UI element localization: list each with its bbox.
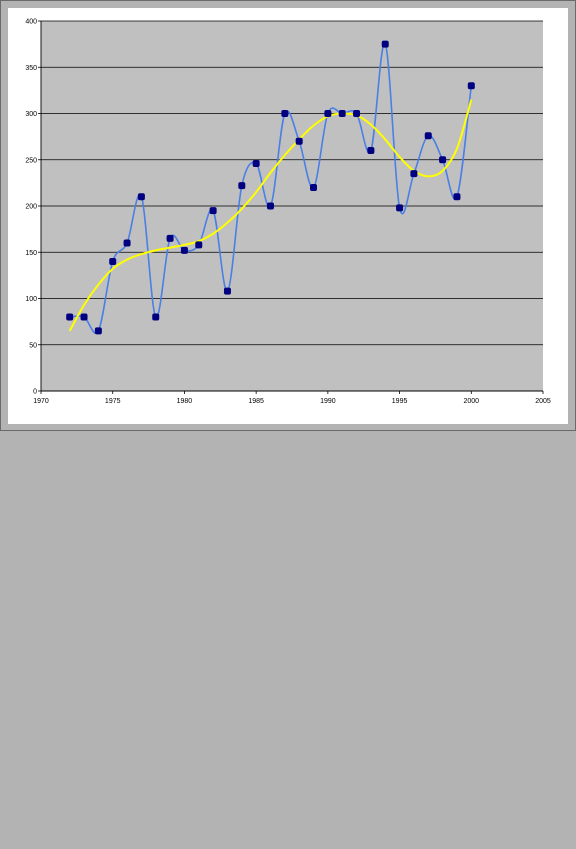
data-point-1994 bbox=[381, 40, 389, 48]
data-point-1982 bbox=[209, 207, 217, 215]
y-tick-label-50: 50 bbox=[29, 342, 37, 349]
data-point-1984 bbox=[238, 182, 246, 190]
data-point-1973 bbox=[80, 313, 88, 321]
y-tick-label-350: 350 bbox=[25, 65, 37, 72]
data-point-1990 bbox=[324, 110, 332, 117]
chart-frame: 0 50 100 150 200 250 300 350 400 1970 1975 1980 1985… bbox=[0, 0, 576, 431]
chart-panel: 0 50 100 150 200 250 300 350 400 1970 1975 1980 1985… bbox=[8, 8, 568, 424]
data-point-1974 bbox=[94, 327, 102, 335]
x-tick-label-1990: 1990 bbox=[320, 398, 336, 405]
data-point-1988 bbox=[295, 137, 303, 145]
data-point-1980 bbox=[180, 246, 188, 254]
y-tick-label-150: 150 bbox=[25, 250, 37, 257]
data-point-1978 bbox=[152, 313, 160, 321]
x-tick-label-1985: 1985 bbox=[248, 398, 264, 405]
axes: 0 50 100 150 200 250 300 350 400 1970 1975 1980 1985… bbox=[25, 19, 551, 406]
data-point-1999 bbox=[453, 193, 461, 201]
line-chart: 0 50 100 150 200 250 300 350 400 1970 1975 1980 1985… bbox=[25, 19, 551, 406]
data-point-1976 bbox=[123, 239, 131, 247]
data-point-1995 bbox=[396, 204, 404, 212]
y-tick-label-400: 400 bbox=[25, 19, 37, 26]
y-tick-label-100: 100 bbox=[25, 296, 37, 303]
trendline bbox=[68, 99, 473, 332]
x-tick-label-1975: 1975 bbox=[105, 398, 121, 405]
markers bbox=[66, 40, 475, 335]
x-tick-label-2000: 2000 bbox=[463, 398, 479, 405]
x-tick-label-1980: 1980 bbox=[177, 398, 193, 405]
data-point-1991 bbox=[338, 110, 346, 117]
data-point-1989 bbox=[310, 184, 318, 191]
data-point-1977 bbox=[137, 193, 145, 201]
data-point-1983 bbox=[223, 287, 231, 295]
data-point-1972 bbox=[66, 313, 74, 321]
y-tick-label-300: 300 bbox=[25, 111, 37, 118]
x-tick-label-2005: 2005 bbox=[535, 398, 551, 405]
y-tick-label-0: 0 bbox=[33, 389, 37, 396]
data-point-1986 bbox=[266, 202, 274, 210]
data-point-1985 bbox=[252, 159, 260, 167]
x-tick-label-1970: 1970 bbox=[33, 398, 49, 405]
gridlines bbox=[41, 20, 543, 346]
data-point-1975 bbox=[109, 258, 117, 265]
data-point-2000 bbox=[467, 82, 475, 90]
y-tick-label-200: 200 bbox=[25, 204, 37, 211]
data-point-1993 bbox=[367, 147, 375, 154]
data-point-1979 bbox=[166, 234, 174, 242]
x-tick-label-1995: 1995 bbox=[392, 398, 408, 405]
data-point-1992 bbox=[353, 110, 361, 117]
data-point-1997 bbox=[424, 132, 432, 140]
data-point-1981 bbox=[195, 241, 203, 249]
data-point-1996 bbox=[410, 170, 418, 178]
data-point-1987 bbox=[281, 110, 289, 117]
data-point-1998 bbox=[439, 156, 447, 164]
y-tick-label-250: 250 bbox=[25, 157, 37, 164]
